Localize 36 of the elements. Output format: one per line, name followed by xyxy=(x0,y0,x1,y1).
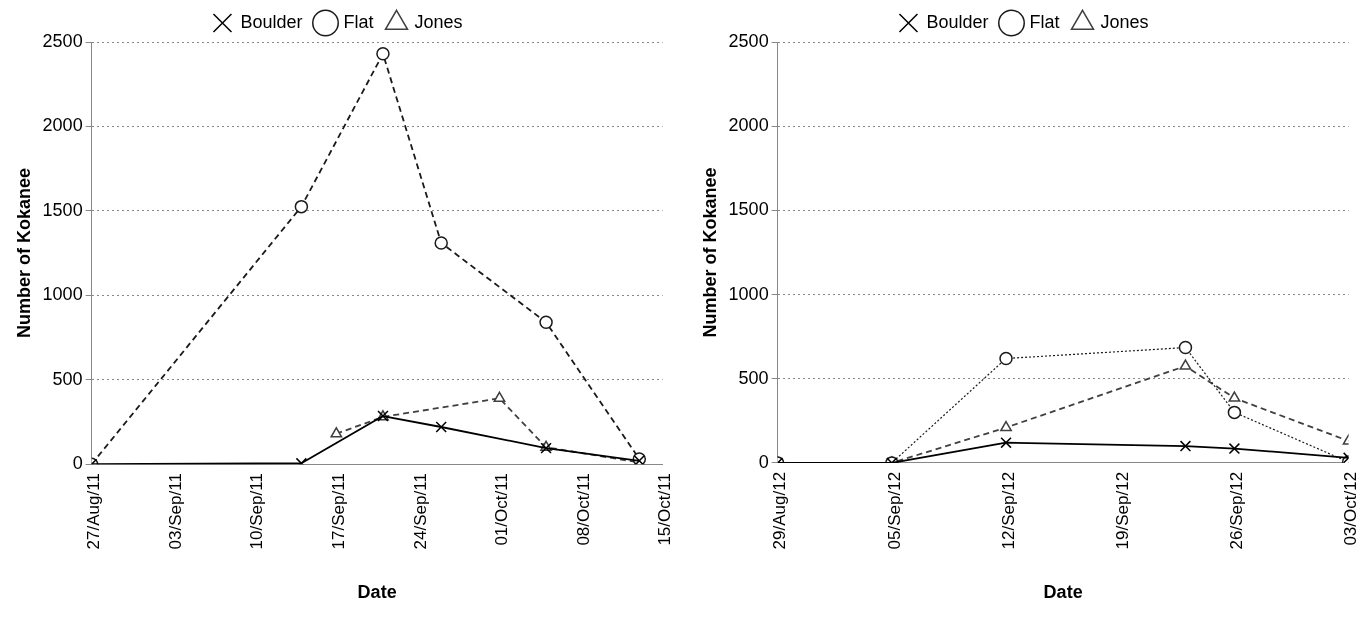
y-tick-label: 0 xyxy=(758,451,769,472)
legend-label: Flat xyxy=(1029,11,1060,32)
y-axis-title: Number of Kokanee xyxy=(699,167,720,338)
x-tick-label: 08/Oct/11 xyxy=(573,473,593,546)
y-tick-label: 500 xyxy=(52,368,83,389)
x-tick-label: 29/Aug/12 xyxy=(770,471,790,550)
y-tick-label: 0 xyxy=(72,453,83,474)
y-tick-label: 2000 xyxy=(728,115,769,136)
x-tick-label: 03/Oct/12 xyxy=(1341,471,1361,546)
y-tick-label: 1500 xyxy=(728,199,769,220)
x-tick-label: 19/Sep/12 xyxy=(1112,471,1132,550)
x-tick-label: 01/Oct/11 xyxy=(492,473,512,546)
y-tick-label: 1000 xyxy=(42,284,83,305)
y-tick-label: 2500 xyxy=(42,30,83,51)
x-tick-label: 05/Sep/12 xyxy=(884,471,904,550)
legend-label: Jones xyxy=(1100,11,1149,32)
y-tick-label: 500 xyxy=(738,367,769,388)
x-tick-label: 26/Sep/12 xyxy=(1227,471,1247,550)
y-tick-label: 1500 xyxy=(42,199,83,220)
x-axis-title: Date xyxy=(357,582,397,603)
legend-label: Boulder xyxy=(926,11,989,32)
x-tick-label: 24/Sep/11 xyxy=(410,473,430,550)
y-axis-title: Number of Kokanee xyxy=(13,168,34,339)
y-tick-label: 2000 xyxy=(42,115,83,136)
x-tick-label: 17/Sep/11 xyxy=(329,473,349,550)
y-tick-label: 2500 xyxy=(728,30,769,51)
x-axis-title: Date xyxy=(1043,582,1083,603)
y-tick-label: 1000 xyxy=(728,283,769,304)
x-tick-label: 10/Sep/11 xyxy=(247,473,267,550)
x-tick-label: 15/Oct/11 xyxy=(655,473,675,546)
x-tick-label: 27/Aug/11 xyxy=(84,473,104,550)
x-tick-label: 03/Sep/11 xyxy=(165,473,185,550)
x-tick-label: 12/Sep/12 xyxy=(998,471,1018,550)
legend-label: Jones xyxy=(414,11,463,32)
legend-label: Flat xyxy=(343,11,374,32)
legend-label: Boulder xyxy=(240,11,303,32)
